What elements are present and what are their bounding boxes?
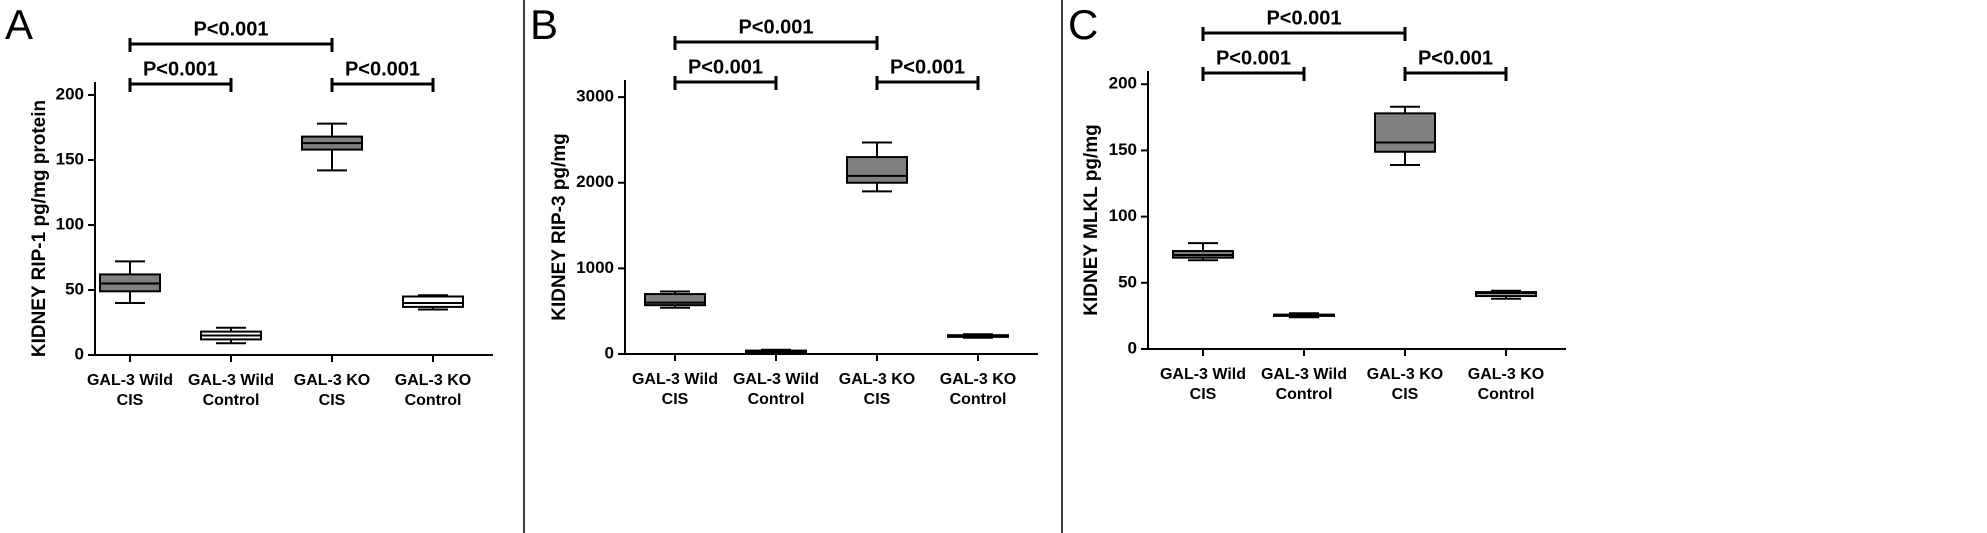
x-tick-label: Control — [1276, 386, 1333, 403]
x-tick-label: GAL-3 KO — [395, 372, 471, 389]
x-tick-label: CIS — [662, 391, 689, 408]
significance-label: P<0.001 — [193, 18, 268, 40]
panel-label: A — [5, 1, 33, 48]
x-tick-label: Control — [203, 392, 260, 409]
y-tick-label: 150 — [56, 149, 84, 168]
panel-label: B — [530, 1, 558, 48]
x-tick-label: Control — [950, 391, 1007, 408]
significance-label: P<0.001 — [738, 16, 813, 38]
y-tick-label: 200 — [1109, 74, 1137, 93]
y-tick-label: 100 — [1109, 206, 1137, 225]
x-tick-label: Control — [405, 392, 462, 409]
y-tick-label: 0 — [75, 344, 84, 363]
x-tick-label: GAL-3 Wild — [1160, 366, 1246, 383]
y-tick-label: 3000 — [576, 87, 614, 106]
y-tick-label: 1000 — [576, 258, 614, 277]
x-tick-label: GAL-3 Wild — [733, 371, 819, 388]
x-tick-label: GAL-3 Wild — [87, 372, 173, 389]
significance-label: P<0.001 — [1418, 47, 1493, 69]
x-tick-label: GAL-3 KO — [940, 371, 1016, 388]
x-tick-label: CIS — [117, 392, 144, 409]
x-tick-label: CIS — [864, 391, 891, 408]
x-tick-label: GAL-3 KO — [294, 372, 370, 389]
y-axis-label: KIDNEY RIP-1 pg/mg protein — [29, 100, 50, 357]
significance-label: P<0.001 — [890, 56, 965, 78]
x-tick-label: Control — [1478, 386, 1535, 403]
x-tick-label: CIS — [1190, 386, 1217, 403]
x-tick-label: GAL-3 Wild — [1261, 366, 1347, 383]
y-axis-label: KIDNEY RIP-3 pg/mg — [549, 133, 570, 321]
y-tick-label: 200 — [56, 84, 84, 103]
x-tick-label: GAL-3 KO — [1468, 366, 1544, 383]
significance-label: P<0.001 — [1266, 7, 1341, 29]
y-tick-label: 50 — [1118, 272, 1137, 291]
box — [644, 293, 706, 307]
x-tick-label: GAL-3 KO — [1367, 366, 1443, 383]
y-axis-label: KIDNEY MLKL pg/mg — [1081, 124, 1102, 315]
significance-label: P<0.001 — [345, 58, 420, 80]
x-tick-label: GAL-3 KO — [839, 371, 915, 388]
box — [846, 156, 908, 184]
y-tick-label: 0 — [605, 343, 614, 362]
panel-label: C — [1068, 1, 1098, 48]
x-tick-label: Control — [748, 391, 805, 408]
y-tick-label: 2000 — [576, 172, 614, 191]
box — [402, 295, 464, 308]
box — [1374, 112, 1436, 153]
x-tick-label: GAL-3 Wild — [632, 371, 718, 388]
significance-label: P<0.001 — [688, 56, 763, 78]
significance-label: P<0.001 — [143, 58, 218, 80]
x-tick-label: GAL-3 Wild — [188, 372, 274, 389]
y-tick-label: 50 — [65, 279, 84, 298]
y-tick-label: 0 — [1128, 338, 1137, 357]
x-tick-label: CIS — [319, 392, 346, 409]
y-tick-label: 150 — [1109, 140, 1137, 159]
y-tick-label: 100 — [56, 214, 84, 233]
x-tick-label: CIS — [1392, 386, 1419, 403]
significance-label: P<0.001 — [1216, 47, 1291, 69]
